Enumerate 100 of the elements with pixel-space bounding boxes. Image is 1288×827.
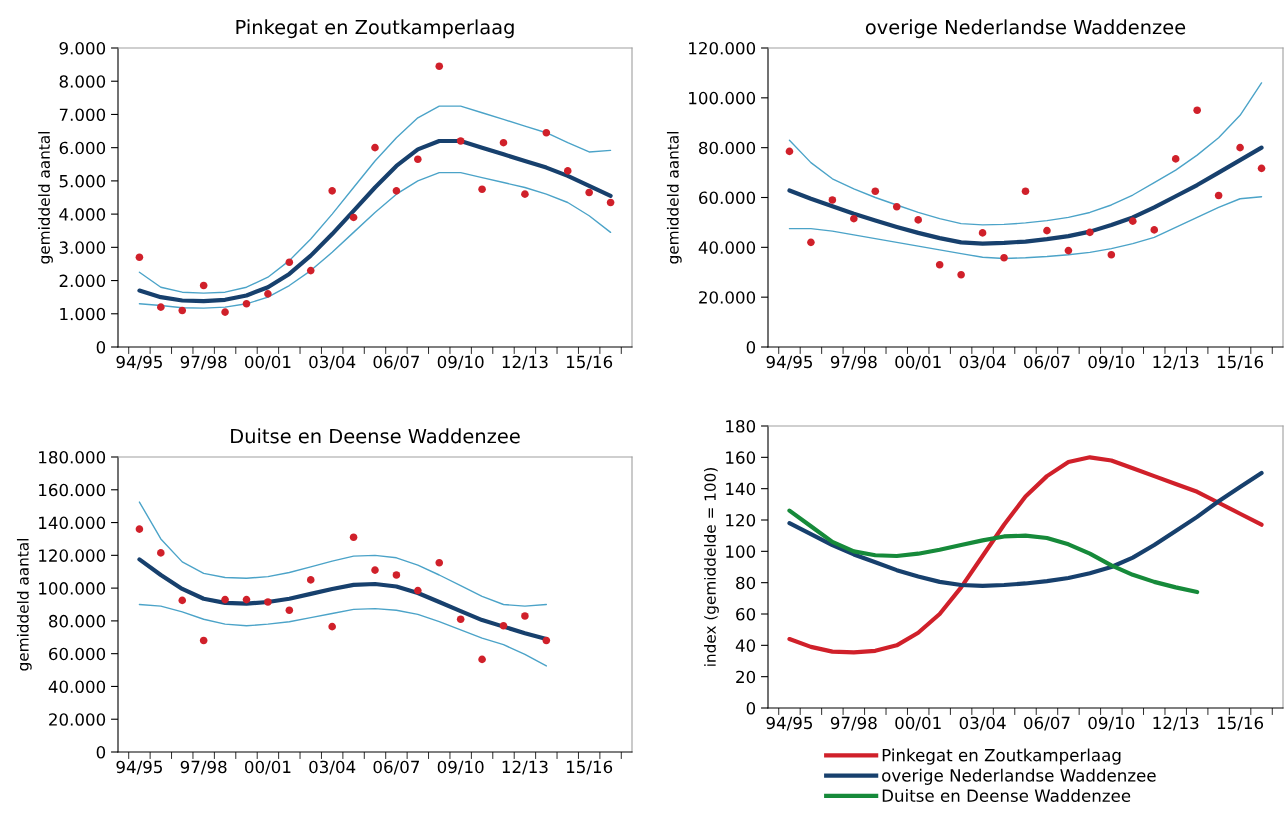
point bbox=[478, 655, 486, 664]
x-tick-label: 06/07 bbox=[1024, 716, 1070, 731]
point bbox=[563, 167, 572, 175]
x-tick-label: 12/13 bbox=[502, 355, 548, 370]
x-tick-label: 00/01 bbox=[245, 355, 291, 370]
x-tick-label: 12/13 bbox=[502, 760, 548, 775]
line-series bbox=[138, 501, 548, 607]
point bbox=[178, 596, 187, 605]
y-axis-title: index (gemiddelde = 100) bbox=[704, 468, 719, 666]
x-tick-label: 09/10 bbox=[1088, 716, 1135, 731]
point bbox=[585, 188, 593, 197]
point bbox=[414, 586, 422, 595]
point bbox=[521, 190, 529, 198]
point bbox=[157, 549, 165, 557]
point bbox=[371, 566, 379, 574]
y-tick-label: 8.000 bbox=[59, 75, 106, 88]
y-axis-title: gemiddeld aantal bbox=[38, 132, 53, 264]
x-tick-label: 94/95 bbox=[766, 355, 813, 370]
point bbox=[264, 598, 272, 606]
y-tick-label: 140.000 bbox=[39, 516, 106, 530]
point bbox=[1021, 187, 1030, 196]
y-tick-label: 5.000 bbox=[59, 174, 106, 188]
x-tick-label: 15/16 bbox=[1217, 355, 1264, 370]
point bbox=[135, 253, 144, 262]
y-tick-label: 20 bbox=[736, 670, 756, 684]
point bbox=[542, 636, 551, 645]
point bbox=[264, 290, 272, 298]
x-tick-label: 06/07 bbox=[1024, 355, 1070, 370]
point bbox=[871, 187, 880, 196]
point bbox=[499, 138, 508, 147]
y-tick-label: 100.000 bbox=[689, 91, 756, 105]
point bbox=[1171, 155, 1180, 163]
x-tick-label: 09/10 bbox=[437, 760, 484, 775]
point bbox=[1107, 251, 1116, 259]
line-series bbox=[787, 455, 1264, 655]
y-tick-label: 60.000 bbox=[49, 647, 106, 661]
line-series bbox=[788, 196, 1263, 260]
point bbox=[306, 576, 315, 584]
x-tick-label: 12/13 bbox=[1153, 716, 1199, 731]
x-tick-label: 03/04 bbox=[959, 716, 1006, 731]
point bbox=[221, 308, 229, 316]
chart-title: overige Nederlandse Waddenzee bbox=[865, 19, 1186, 39]
point bbox=[285, 258, 294, 267]
point bbox=[892, 202, 901, 211]
x-tick-label: 97/98 bbox=[180, 760, 227, 775]
point bbox=[914, 216, 923, 224]
x-tick-label: 97/98 bbox=[830, 716, 877, 731]
line-series bbox=[787, 508, 1200, 595]
y-tick-label: 60 bbox=[736, 607, 756, 621]
x-tick-label: 00/01 bbox=[895, 355, 941, 370]
point bbox=[157, 303, 165, 311]
point bbox=[285, 606, 294, 615]
x-tick-label: 94/95 bbox=[766, 716, 813, 731]
y-tick-label: 160 bbox=[726, 451, 756, 464]
point bbox=[957, 270, 965, 279]
point bbox=[328, 622, 336, 631]
legend-label: Pinkegat en Zoutkamperlaag bbox=[882, 748, 1121, 765]
point bbox=[392, 187, 401, 195]
point bbox=[1000, 253, 1008, 262]
y-tick-label: 2.000 bbox=[59, 274, 106, 288]
point bbox=[478, 185, 486, 193]
y-tick-label: 160.000 bbox=[39, 483, 106, 497]
chart-title: Duitse en Deense Waddenzee bbox=[231, 428, 520, 444]
x-tick-label: 94/95 bbox=[116, 760, 162, 775]
point bbox=[850, 214, 858, 223]
y-tick-label: 40 bbox=[735, 639, 756, 652]
x-tick-label: 03/04 bbox=[309, 760, 356, 775]
point bbox=[306, 266, 315, 275]
y-tick-label: 7.000 bbox=[59, 108, 106, 122]
y-tick-label: 80 bbox=[736, 576, 756, 590]
point bbox=[1193, 106, 1201, 115]
x-tick-label: 03/04 bbox=[959, 355, 1006, 370]
y-tick-label: 120.000 bbox=[39, 549, 106, 562]
line-series bbox=[138, 105, 612, 294]
y-tick-label: 120.000 bbox=[689, 41, 756, 55]
y-axis-title: gemiddeld aantal bbox=[16, 539, 32, 671]
y-tick-label: 180 bbox=[726, 419, 756, 433]
point bbox=[349, 533, 358, 542]
y-tick-label: 80.000 bbox=[699, 141, 756, 155]
x-tick-label: 15/16 bbox=[566, 760, 613, 775]
line-series bbox=[787, 470, 1264, 588]
line-series bbox=[788, 82, 1263, 226]
point bbox=[1128, 217, 1137, 225]
point bbox=[785, 147, 794, 156]
x-tick-label: 97/98 bbox=[830, 355, 877, 370]
point bbox=[807, 238, 815, 247]
point bbox=[1257, 164, 1266, 173]
y-tick-label: 4.000 bbox=[59, 208, 106, 221]
y-tick-label: 0 bbox=[746, 340, 756, 354]
point bbox=[328, 187, 336, 195]
point bbox=[978, 229, 987, 237]
x-tick-label: 97/98 bbox=[180, 355, 227, 370]
point bbox=[242, 595, 251, 604]
x-tick-label: 12/13 bbox=[1153, 355, 1199, 370]
point bbox=[199, 636, 208, 645]
y-tick-label: 40.000 bbox=[48, 680, 106, 694]
line-series bbox=[137, 138, 613, 304]
point bbox=[435, 558, 444, 567]
point bbox=[542, 128, 551, 137]
point bbox=[178, 306, 187, 315]
